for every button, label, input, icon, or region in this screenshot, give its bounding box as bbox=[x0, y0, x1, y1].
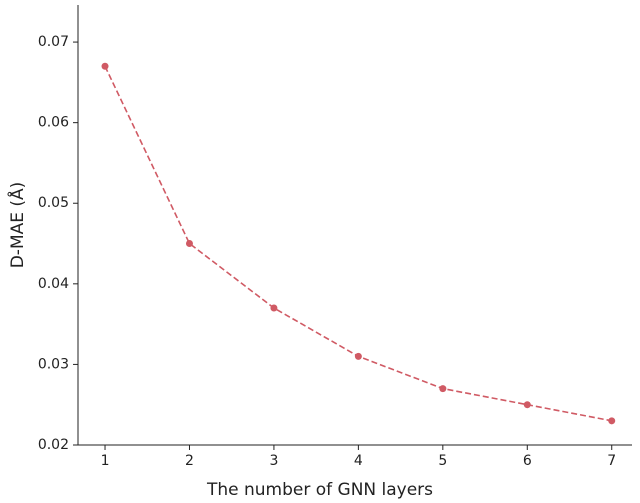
y-tick-label: 0.04 bbox=[38, 276, 69, 292]
x-tick-label: 3 bbox=[269, 453, 278, 469]
data-point bbox=[270, 304, 278, 312]
x-tick-label: 4 bbox=[354, 453, 363, 469]
data-point bbox=[101, 62, 109, 70]
x-tick-label: 7 bbox=[607, 453, 616, 469]
y-tick-label: 0.06 bbox=[38, 115, 69, 131]
y-tick-label: 0.05 bbox=[38, 195, 69, 211]
data-point bbox=[185, 240, 193, 248]
data-point bbox=[354, 352, 362, 360]
x-tick-label: 1 bbox=[101, 453, 110, 469]
y-tick-label: 0.02 bbox=[38, 437, 69, 453]
x-axis-label: The number of GNN layers bbox=[206, 480, 433, 500]
x-tick-label: 2 bbox=[185, 453, 194, 469]
y-tick-label: 0.07 bbox=[38, 34, 69, 50]
x-tick-label: 6 bbox=[523, 453, 532, 469]
data-line bbox=[104, 65, 612, 422]
data-point bbox=[608, 417, 616, 425]
y-axis-label: D-MAE (Å) bbox=[6, 182, 28, 269]
y-tick-label: 0.03 bbox=[38, 356, 69, 372]
x-tick-label: 5 bbox=[438, 453, 447, 469]
data-point bbox=[439, 385, 447, 393]
data-point bbox=[523, 401, 531, 409]
